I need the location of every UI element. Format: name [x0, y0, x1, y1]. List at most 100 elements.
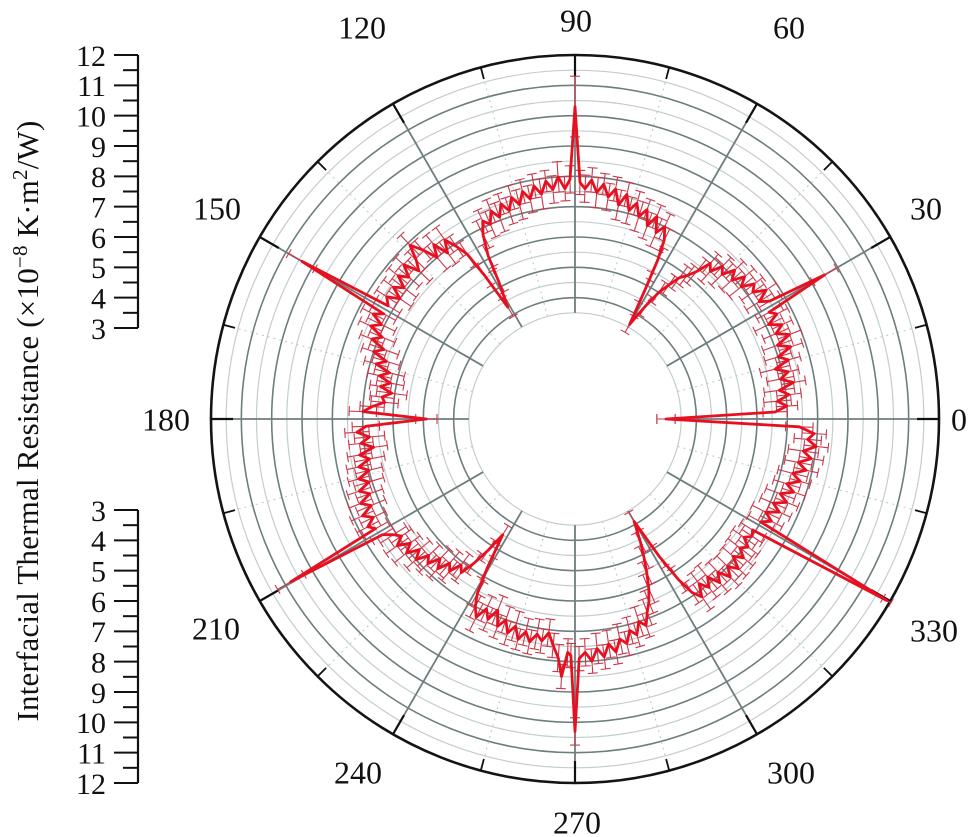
error-bar-cap [650, 600, 660, 606]
error-bar-cap [405, 390, 409, 401]
error-bar-cap [396, 308, 403, 318]
error-bar-cap [803, 491, 808, 501]
error-bar-cap [546, 174, 557, 177]
error-bar-cap [786, 323, 792, 334]
error-bar-cap [737, 518, 745, 528]
error-bar-cap [403, 247, 412, 256]
error-bar-cap [538, 207, 549, 211]
error-bar-cap [754, 314, 760, 324]
angle-label: 60 [773, 10, 805, 46]
error-bar-cap [590, 206, 601, 209]
error-bar-cap [549, 202, 560, 205]
error-bar-cap [808, 479, 813, 490]
error-bar-cap [392, 337, 398, 348]
error-bar-cap [391, 558, 399, 567]
error-bar-cap [739, 561, 747, 570]
error-bar-cap [783, 454, 787, 465]
error-bar-cap [789, 315, 795, 326]
error-bar-cap [354, 493, 360, 504]
error-bar-cap [738, 295, 746, 305]
error-bar-cap [714, 250, 723, 258]
error-bar-cap [629, 228, 640, 233]
error-bar-cap [396, 231, 405, 240]
error-bar-cap [539, 169, 550, 172]
error-bar-cap [344, 428, 346, 439]
error-bar-cap [366, 368, 370, 379]
error-bar-cap [514, 177, 525, 182]
error-bar-cap [682, 279, 692, 287]
error-bar-cap [769, 324, 775, 334]
radial-tick-label: 4 [91, 525, 106, 558]
error-bar-cap [399, 289, 407, 299]
angular-major-tick [745, 103, 758, 124]
error-bar-cap [375, 386, 378, 397]
angular-major-tick [259, 589, 280, 602]
error-bar-cap [393, 298, 401, 308]
error-bar-cap [397, 546, 405, 555]
radial-tick-label: 11 [77, 737, 106, 770]
error-bar-cap [827, 442, 830, 453]
error-bar-cap [586, 648, 597, 650]
error-bar-cap [492, 191, 503, 197]
angular-major-tick [870, 236, 891, 249]
error-bar-cap [527, 628, 538, 632]
error-bar-cap [779, 522, 785, 532]
polar-minor-radial-line [480, 67, 549, 317]
error-bar-cap [415, 251, 424, 259]
error-bar-cap [762, 397, 765, 408]
error-bar-cap [724, 534, 732, 543]
error-bar-cap [510, 647, 521, 652]
error-bar-cap [816, 467, 820, 478]
error-bar-cap [729, 259, 737, 268]
error-bar-cap [713, 584, 722, 593]
error-bar-cap [473, 261, 483, 269]
error-bar-cap [802, 440, 806, 451]
error-bar-cap [629, 605, 640, 610]
error-bar-cap [738, 525, 746, 534]
error-bar-cap [425, 574, 434, 582]
error-bar-cap [500, 195, 511, 200]
error-bar-cap [402, 371, 407, 382]
error-bar-cap [487, 605, 498, 611]
error-bar-cap [368, 426, 370, 437]
error-bar-cap [763, 355, 767, 366]
error-bar-cap [388, 538, 395, 548]
error-bar-cap [358, 518, 364, 529]
polar-minor-radial-line [480, 521, 549, 771]
error-bar-cap [798, 351, 802, 362]
error-bar-cap [601, 629, 612, 632]
angular-major-tick [259, 236, 280, 249]
error-bar-cap [789, 347, 794, 358]
error-bar-cap [648, 610, 659, 616]
error-bar-cap [731, 280, 739, 289]
error-bar-cap [821, 455, 825, 466]
error-bar-cap [712, 551, 721, 560]
error-bar-cap [547, 656, 558, 659]
error-bar-cap [415, 568, 424, 577]
error-bar-cap [675, 281, 684, 289]
error-bar-cap [789, 335, 794, 346]
error-bar-cap [761, 334, 766, 344]
angular-minor-tick [914, 323, 927, 329]
error-bar-cap [352, 481, 357, 492]
error-bar-cap [765, 376, 769, 387]
error-bar-cap [448, 572, 457, 580]
error-bar-cap [734, 573, 743, 582]
error-bar-cap [404, 533, 412, 543]
error-bar-cap [487, 593, 498, 599]
error-bar-cap [628, 641, 639, 646]
error-bar-cap [748, 552, 756, 562]
error-bar-cap [367, 339, 372, 350]
error-bar-cap [384, 517, 391, 527]
error-bar-cap [793, 383, 796, 394]
error-bar-cap [638, 633, 649, 638]
error-bar-cap [489, 200, 500, 206]
error-bar-cap [750, 264, 758, 274]
error-bar-cap [749, 273, 757, 282]
radial-tick-label: 5 [91, 252, 106, 285]
error-bar-cap [478, 627, 488, 633]
radial-tick-label: 6 [91, 222, 106, 255]
error-bar-cap [637, 597, 648, 602]
error-bar-cap [549, 632, 560, 635]
error-bar-cap [517, 643, 528, 647]
